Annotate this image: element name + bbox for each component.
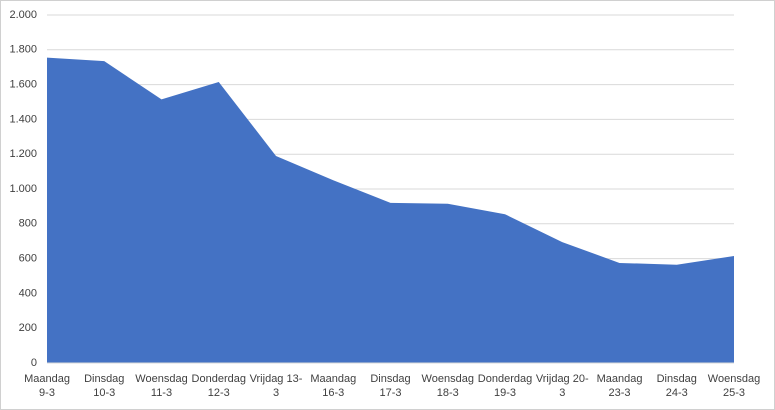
y-tick-label: 2.000 — [9, 9, 37, 21]
x-tick-label: Dinsdag — [657, 373, 697, 385]
x-tick-label: Vrijdag 13- — [250, 373, 303, 385]
x-tick-label: 12-3 — [208, 387, 230, 399]
x-tick-label: 10-3 — [93, 387, 115, 399]
y-tick-label: 200 — [19, 322, 37, 334]
y-tick-label: 600 — [19, 253, 37, 265]
x-tick-label: Donderdag — [478, 373, 532, 385]
x-tick-label: 19-3 — [494, 387, 516, 399]
x-tick-label: 11-3 — [151, 387, 172, 399]
y-tick-label: 1.000 — [9, 183, 37, 195]
x-tick-label: Dinsdag — [84, 373, 124, 385]
x-tick-label: 25-3 — [723, 387, 745, 399]
x-tick-label: 24-3 — [666, 387, 688, 399]
y-tick-label: 1.400 — [9, 113, 37, 125]
y-tick-label: 0 — [31, 357, 37, 369]
x-tick-label: 17-3 — [379, 387, 401, 399]
y-tick-label: 1.800 — [9, 44, 37, 56]
x-tick-label: Dinsdag — [370, 373, 410, 385]
y-tick-label: 1.200 — [9, 148, 37, 160]
x-tick-label: Woensdag — [422, 373, 474, 385]
x-tick-label: Woensdag — [708, 373, 760, 385]
x-tick-label: 9-3 — [39, 387, 55, 399]
x-tick-label: 16-3 — [322, 387, 344, 399]
x-tick-label: 18-3 — [437, 387, 459, 399]
x-tick-label: Maandag — [310, 373, 356, 385]
x-tick-label: Vrijdag 20- — [536, 373, 589, 385]
y-tick-label: 800 — [19, 218, 37, 230]
x-tick-label: 3 — [559, 387, 565, 399]
x-tick-label: Donderdag — [192, 373, 246, 385]
x-tick-label: Maandag — [597, 373, 643, 385]
x-tick-label: 3 — [273, 387, 279, 399]
x-tick-label: 23-3 — [608, 387, 630, 399]
area — [47, 57, 734, 363]
y-tick-label: 1.600 — [9, 79, 37, 91]
y-tick-label: 400 — [19, 287, 37, 299]
x-tick-label: Woensdag — [135, 373, 187, 385]
x-tick-label: Maandag — [24, 373, 70, 385]
